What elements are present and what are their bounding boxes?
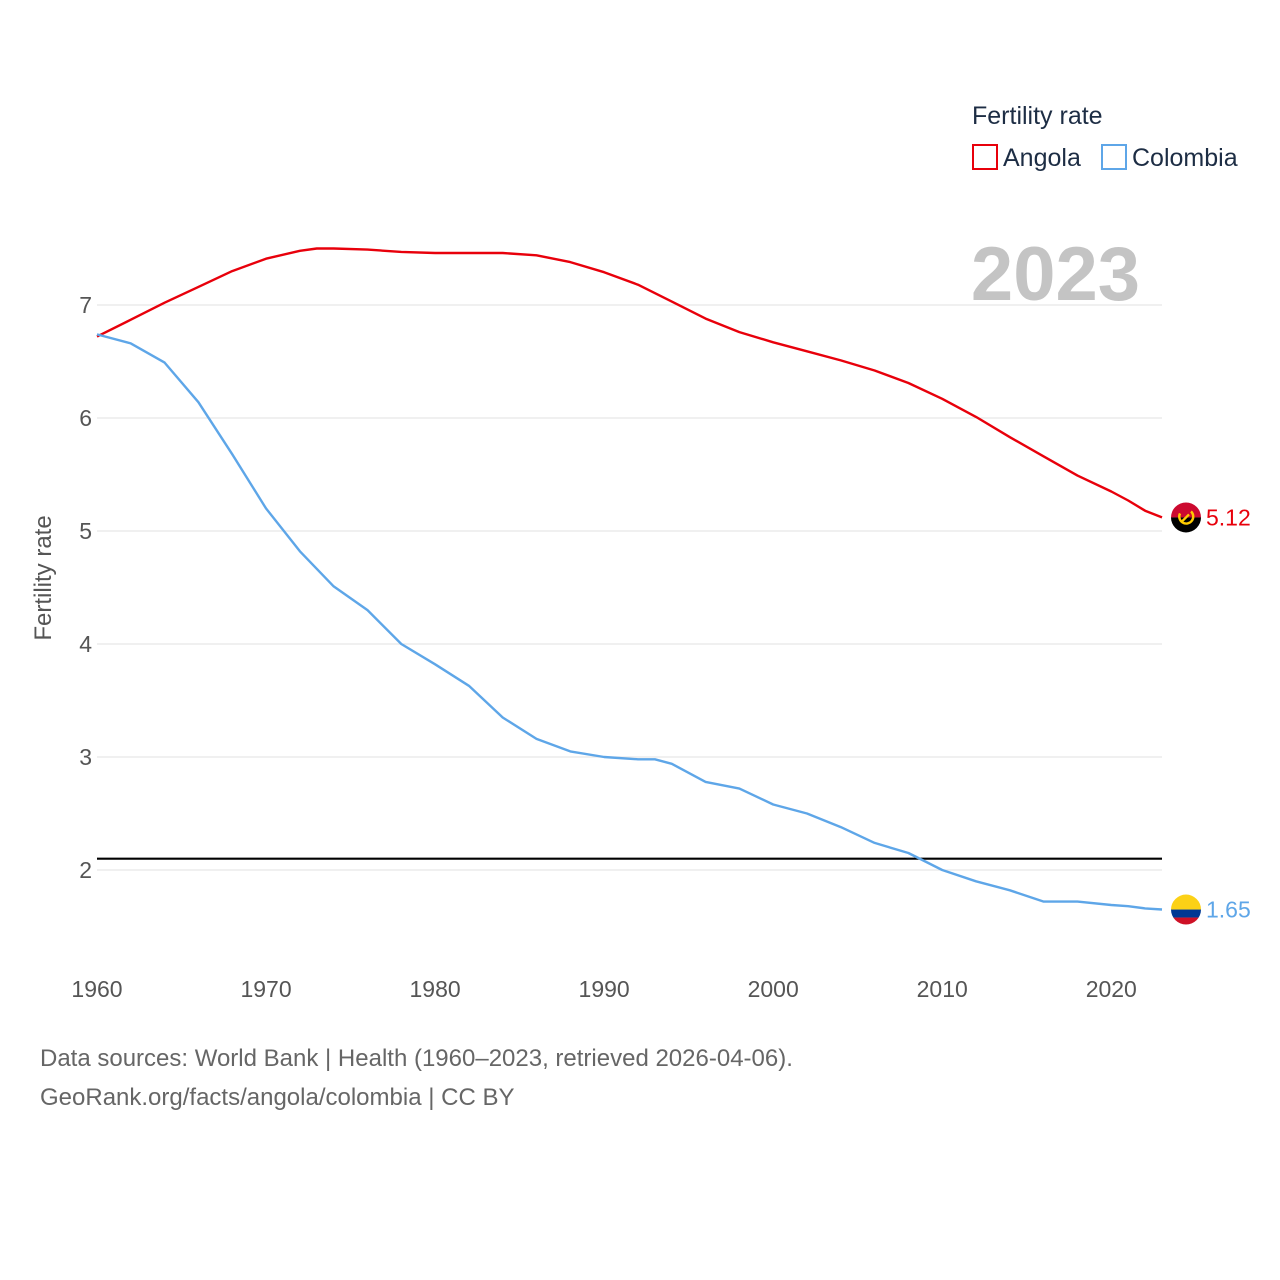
legend-label-colombia: Colombia <box>1132 144 1238 172</box>
legend-item-colombia[interactable]: Colombia <box>1101 144 1238 172</box>
series-line-colombia <box>96 333 1163 911</box>
footer-sources: Data sources: World Bank | Health (1960–… <box>40 1045 793 1072</box>
x-tick-label: 1960 <box>71 976 122 1002</box>
y-tick-label: 2 <box>79 857 92 883</box>
series-line-angola <box>96 247 1163 519</box>
x-axis-ticks: 1960 1970 1980 1990 2000 2010 2020 <box>71 976 1136 1002</box>
colombia-flag-yellow-stripe <box>1171 894 1201 910</box>
grid-lines <box>97 304 1162 871</box>
legend-label-angola: Angola <box>1003 144 1081 172</box>
legend-title: Fertility rate <box>972 102 1103 130</box>
x-tick-label: 1980 <box>410 976 461 1002</box>
y-axis-title: Fertility rate <box>30 515 57 640</box>
legend-swatch-angola <box>972 144 998 170</box>
angola-flag-icon <box>1171 502 1201 533</box>
y-axis-ticks: 2 3 4 5 6 7 <box>79 292 92 883</box>
year-label: 2023 <box>971 232 1140 317</box>
legend-item-angola[interactable]: Angola <box>972 144 1081 172</box>
colombia-flag-icon <box>1171 894 1201 925</box>
x-tick-label: 2020 <box>1086 976 1137 1002</box>
x-tick-label: 2000 <box>748 976 799 1002</box>
y-tick-label: 7 <box>79 292 92 318</box>
y-tick-label: 3 <box>79 744 92 770</box>
colombia-flag-red-stripe <box>1171 917 1201 925</box>
x-tick-label: 1990 <box>579 976 630 1002</box>
legend-swatch-colombia <box>1101 144 1127 170</box>
y-tick-label: 4 <box>79 631 92 657</box>
end-value-angola: 5.12 <box>1206 504 1251 530</box>
series-lines <box>96 247 1163 911</box>
angola-flag-emblem <box>1178 510 1195 525</box>
x-tick-label: 1970 <box>240 976 291 1002</box>
x-tick-label: 2010 <box>917 976 968 1002</box>
fertility-chart: 2 3 4 5 6 7 1960 1970 1980 1990 2000 2010 2020 Fert… <box>30 102 1251 1002</box>
angola-flag-red-stripe <box>1171 502 1201 518</box>
colombia-flag-blue-stripe <box>1171 909 1201 918</box>
y-tick-label: 5 <box>79 518 92 544</box>
y-tick-label: 6 <box>79 405 92 431</box>
footer-attribution: GeoRank.org/facts/angola/colombia | CC B… <box>40 1084 515 1111</box>
angola-flag-black-stripe <box>1171 517 1201 533</box>
end-value-colombia: 1.65 <box>1206 897 1251 923</box>
legend: Fertility rate Angola Colombia <box>972 102 1238 172</box>
